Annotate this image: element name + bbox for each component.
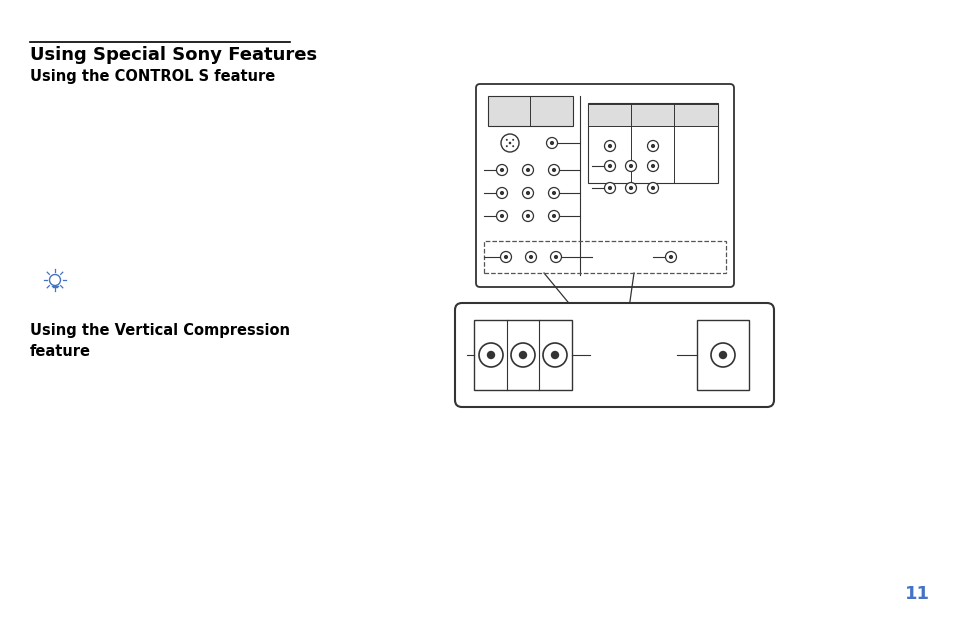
- Circle shape: [647, 140, 658, 151]
- Circle shape: [647, 161, 658, 172]
- Circle shape: [650, 164, 655, 168]
- Circle shape: [650, 144, 655, 148]
- Circle shape: [546, 137, 557, 148]
- Bar: [474, 320, 572, 390]
- Circle shape: [552, 214, 556, 218]
- Circle shape: [549, 141, 554, 145]
- Circle shape: [548, 164, 558, 176]
- Circle shape: [625, 161, 636, 172]
- Circle shape: [552, 168, 556, 172]
- Circle shape: [499, 168, 503, 172]
- Bar: [587, 103, 718, 183]
- Circle shape: [522, 187, 533, 198]
- Text: Using the CONTROL S feature: Using the CONTROL S feature: [30, 69, 275, 84]
- Circle shape: [505, 145, 507, 147]
- Circle shape: [650, 186, 655, 190]
- Circle shape: [710, 343, 734, 367]
- Circle shape: [665, 252, 676, 263]
- Circle shape: [525, 191, 530, 195]
- Circle shape: [511, 343, 535, 367]
- Circle shape: [528, 255, 533, 259]
- Bar: [587, 104, 718, 126]
- Circle shape: [607, 186, 612, 190]
- Circle shape: [505, 139, 507, 141]
- Circle shape: [508, 142, 511, 144]
- Circle shape: [552, 191, 556, 195]
- Circle shape: [522, 164, 533, 176]
- Text: Using Special Sony Features: Using Special Sony Features: [30, 46, 316, 64]
- Circle shape: [604, 161, 615, 172]
- Circle shape: [604, 140, 615, 151]
- Circle shape: [604, 182, 615, 193]
- Circle shape: [512, 139, 514, 141]
- Circle shape: [607, 144, 612, 148]
- Circle shape: [550, 252, 561, 263]
- FancyBboxPatch shape: [476, 84, 733, 287]
- Circle shape: [518, 351, 527, 359]
- Circle shape: [500, 252, 511, 263]
- Circle shape: [718, 351, 726, 359]
- Circle shape: [550, 351, 558, 359]
- Bar: [697, 320, 748, 390]
- Circle shape: [512, 145, 514, 147]
- Circle shape: [548, 187, 558, 198]
- Circle shape: [496, 211, 507, 221]
- Text: 11: 11: [904, 585, 929, 603]
- Circle shape: [647, 182, 658, 193]
- Circle shape: [525, 214, 530, 218]
- Circle shape: [499, 191, 503, 195]
- Bar: [483, 241, 725, 273]
- Circle shape: [607, 164, 612, 168]
- Circle shape: [486, 351, 495, 359]
- FancyBboxPatch shape: [455, 303, 773, 407]
- Circle shape: [500, 134, 518, 152]
- Circle shape: [628, 164, 633, 168]
- Circle shape: [522, 211, 533, 221]
- Bar: [488, 96, 573, 126]
- Circle shape: [499, 214, 503, 218]
- Circle shape: [554, 255, 558, 259]
- Circle shape: [628, 186, 633, 190]
- Circle shape: [625, 182, 636, 193]
- Circle shape: [496, 187, 507, 198]
- Circle shape: [503, 255, 508, 259]
- Circle shape: [525, 252, 536, 263]
- Circle shape: [542, 343, 566, 367]
- Circle shape: [478, 343, 502, 367]
- Text: Using the Vertical Compression
feature: Using the Vertical Compression feature: [30, 323, 290, 359]
- Circle shape: [496, 164, 507, 176]
- Circle shape: [525, 168, 530, 172]
- Circle shape: [548, 211, 558, 221]
- Circle shape: [668, 255, 673, 259]
